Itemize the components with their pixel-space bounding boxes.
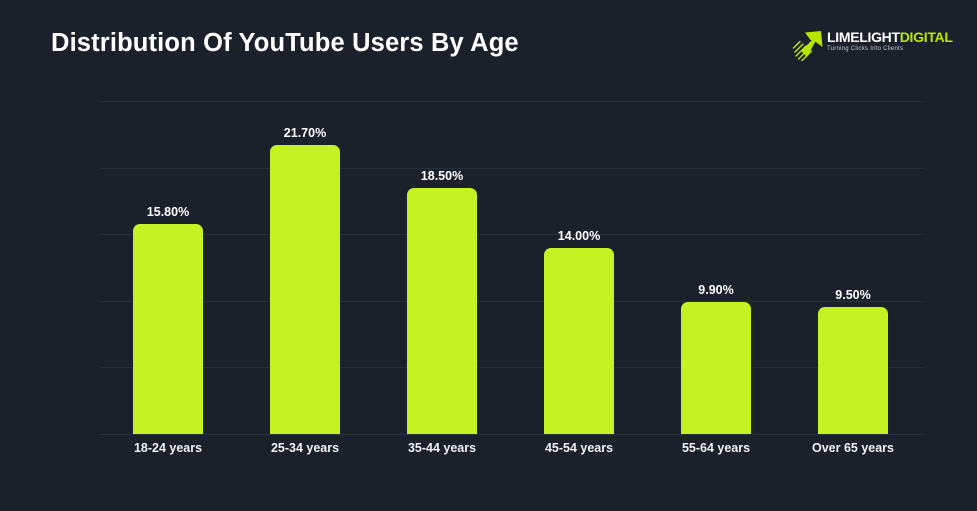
bar-value-label: 15.80%: [146, 204, 190, 219]
logo-wordmark: LIMELIGHTDIGITAL Turning Clicks Into Cli…: [827, 29, 953, 53]
header: Distribution Of YouTube Users By Age: [0, 0, 977, 90]
bar-value-label: 18.50%: [420, 168, 464, 183]
bar-value-label: 21.70%: [283, 125, 327, 140]
logo-name-secondary: DIGITAL: [899, 29, 953, 45]
gridline: [100, 101, 923, 102]
brand-logo: LIMELIGHTDIGITAL Turning Clicks Into Cli…: [791, 26, 953, 66]
logo-name-primary: LIMELIGHT: [827, 29, 900, 45]
bar[interactable]: [270, 144, 340, 434]
bars-container: 15.80% 18-24 years 21.70% 25-34 years 18.50%…: [100, 61, 921, 455]
x-axis-tick-label: 25-34 years: [270, 441, 340, 455]
logo-tagline: Turning Clicks Into Clients: [827, 46, 904, 52]
axis-baseline: [100, 434, 923, 435]
gridline: [100, 300, 923, 302]
bar-value-label: 9.90%: [698, 283, 734, 298]
gridline: [100, 234, 923, 236]
bar-group: 14.00%: [511, 61, 647, 434]
bar[interactable]: [681, 302, 751, 434]
gridline: [100, 367, 923, 369]
x-axis-tick-label: Over 65 years: [811, 441, 894, 455]
x-axis-tick-label: 45-54 years: [544, 441, 614, 455]
bar-group: 9.50%: [785, 61, 921, 434]
gridlines: [100, 0, 923, 460]
bar[interactable]: [544, 247, 614, 434]
bar-group: 18.50%: [374, 61, 510, 434]
arrow-up-right-icon: [791, 27, 827, 63]
x-axis-tick-label: 35-44 years: [407, 441, 477, 455]
bar[interactable]: [407, 187, 477, 434]
page-title: Distribution Of YouTube Users By Age: [51, 29, 519, 57]
x-axis-tick-label: 18-24 years: [133, 441, 203, 455]
bar-group: 15.80%: [100, 61, 236, 434]
bar-chart-plot: 0.00%5.00%10.00%15.00%20.00%25.00% 15.80…: [100, 0, 923, 460]
x-axis-tick-label: 55-64 years: [681, 441, 751, 455]
bar-value-label: 14.00%: [557, 228, 601, 243]
bar-value-label: 9.50%: [835, 288, 871, 303]
bar[interactable]: [818, 307, 888, 434]
bar-group: 9.90%: [648, 61, 784, 434]
gridline: [100, 167, 923, 169]
bar-group: 21.70%: [237, 61, 373, 434]
bar[interactable]: [133, 223, 203, 434]
